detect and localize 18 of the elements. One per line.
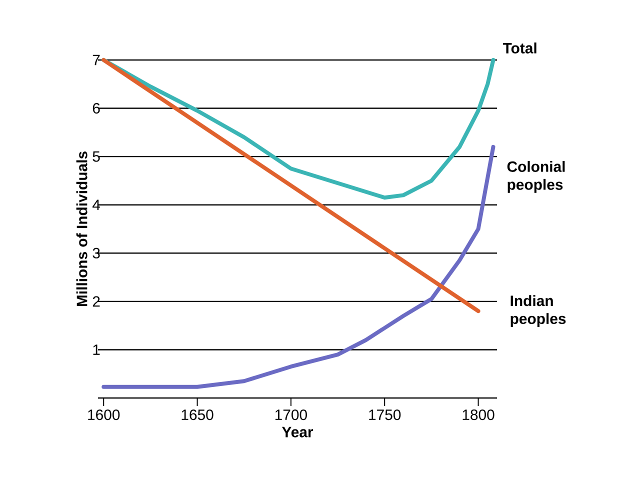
y-tick-label: 7 — [92, 54, 100, 66]
y-tick-label: 1 — [93, 344, 100, 355]
y-axis-title: Millions of Individuals — [76, 152, 88, 306]
series-label: Colonial peoples — [507, 160, 565, 193]
x-tick-label: 1700 — [275, 409, 307, 420]
x-tick-label: 1750 — [369, 409, 401, 420]
text: Indian peoples — [510, 295, 566, 328]
x-tick-label: 1600 — [88, 409, 120, 420]
y-tick-label: 3 — [92, 248, 100, 258]
y-tick-label: 6 — [92, 102, 100, 114]
x-tick-label: 1650 — [182, 409, 214, 420]
y-tick-label: 5 — [92, 151, 100, 162]
x-axis-title: Year — [282, 426, 314, 438]
line-series — [102, 144, 496, 389]
series-label: Total — [502, 42, 536, 54]
y-tick-label: 4 — [92, 200, 100, 210]
y-tick-label: 2 — [92, 296, 100, 307]
x-tick-label: 1800 — [462, 409, 494, 420]
